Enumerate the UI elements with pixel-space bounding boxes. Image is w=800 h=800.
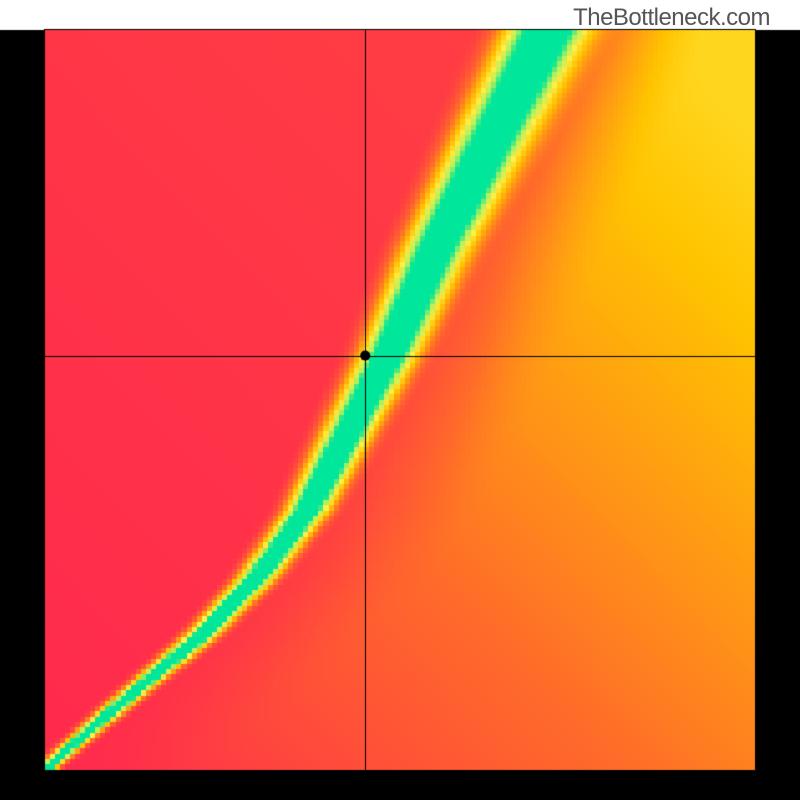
heatmap-canvas <box>0 0 800 800</box>
root: TheBottleneck.com <box>0 0 800 800</box>
watermark-text: TheBottleneck.com <box>573 4 770 32</box>
